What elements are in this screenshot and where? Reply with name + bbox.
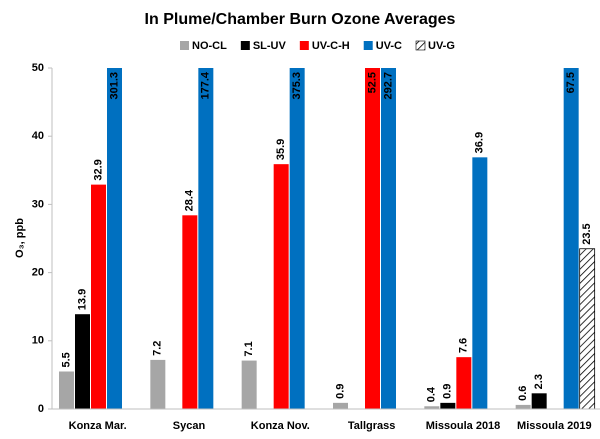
bar <box>241 360 257 409</box>
data-label: 35.9 <box>275 139 287 160</box>
y-tick-label: 30 <box>32 198 44 210</box>
data-label: 7.2 <box>152 341 164 356</box>
plot-area <box>59 68 596 410</box>
legend-label: SL-UV <box>253 40 287 52</box>
data-label: 23.5 <box>581 223 593 244</box>
data-label: 0.4 <box>426 386 438 402</box>
legend-label: UV-C <box>376 40 402 52</box>
x-tick-label: Tallgrass <box>348 420 396 432</box>
bar <box>563 68 579 410</box>
bar <box>440 402 456 409</box>
bar <box>579 248 596 410</box>
data-label: 7.6 <box>458 338 470 353</box>
data-label: 28.4 <box>184 189 196 211</box>
bar <box>381 68 396 409</box>
bar <box>198 68 214 410</box>
data-label: 0.9 <box>442 384 454 399</box>
bar <box>289 68 305 409</box>
legend-label: NO-CL <box>192 40 227 52</box>
x-tick-label: Sycan <box>173 420 206 432</box>
data-label: 292.7 <box>382 72 394 100</box>
bar <box>531 393 547 409</box>
data-label: 7.1 <box>243 341 255 356</box>
y-tick-label: 40 <box>32 130 44 142</box>
legend-label: UV-C-H <box>312 40 350 52</box>
data-label: 0.6 <box>517 386 529 401</box>
data-label: 2.3 <box>533 374 545 389</box>
y-axis-label: O₃, ppb <box>14 218 26 258</box>
y-tick-label: 20 <box>32 267 44 279</box>
bar <box>424 406 440 409</box>
x-tick-label: Konza Mar. <box>69 420 127 432</box>
bar <box>91 184 106 409</box>
y-tick-label: 0 <box>38 403 44 415</box>
bar <box>182 215 198 409</box>
bar <box>273 164 289 409</box>
bar <box>456 357 472 409</box>
data-label: 5.5 <box>60 352 72 367</box>
bar <box>365 68 380 409</box>
data-label: 52.5 <box>366 72 378 93</box>
data-label: 67.5 <box>565 72 577 93</box>
chart-title: In Plume/Chamber Burn Ozone Averages <box>145 11 456 28</box>
legend-label: UV-G <box>428 40 455 52</box>
data-label: 301.3 <box>108 72 120 100</box>
data-label: 0.9 <box>334 384 346 399</box>
bar <box>75 314 90 409</box>
bar <box>107 68 122 409</box>
data-label: 375.3 <box>291 72 303 100</box>
x-tick-label: Missoula 2018 <box>426 420 501 432</box>
bar <box>472 157 488 409</box>
legend-swatch <box>299 41 309 50</box>
x-tick-label: Konza Nov. <box>251 420 310 432</box>
data-label: 32.9 <box>92 159 104 180</box>
legend-swatch <box>180 41 189 50</box>
bar <box>333 402 348 409</box>
y-tick-label: 10 <box>32 335 44 347</box>
x-tick-label: Missoula 2019 <box>517 420 592 432</box>
bar <box>150 359 166 409</box>
legend-swatch <box>240 41 250 50</box>
data-label: 177.4 <box>200 71 212 99</box>
legend-swatch <box>363 41 373 50</box>
bar <box>59 371 74 409</box>
data-label: 13.9 <box>76 289 88 310</box>
data-label: 36.9 <box>474 132 486 153</box>
y-tick-label: 50 <box>32 62 44 74</box>
legend-swatch <box>415 40 426 51</box>
bar <box>515 404 531 409</box>
